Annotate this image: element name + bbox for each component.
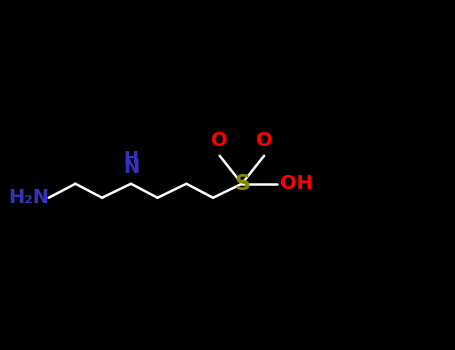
Text: H₂N: H₂N [8,188,49,207]
Text: O: O [212,132,228,150]
Text: H: H [123,150,138,168]
Text: O: O [256,132,273,150]
Text: N: N [123,158,139,177]
Text: S: S [234,174,250,194]
Text: OH: OH [280,174,313,193]
